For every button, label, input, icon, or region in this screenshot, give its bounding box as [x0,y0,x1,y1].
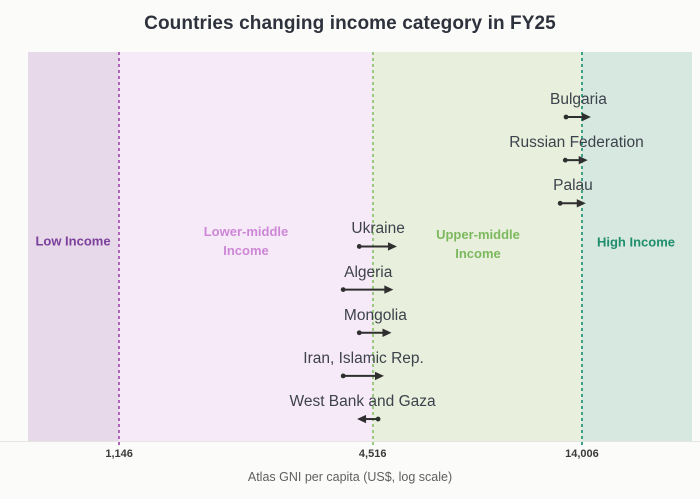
band-lower-middle-income [119,52,373,441]
arrow-head-icon [357,414,367,424]
x-tick-label: 14,006 [565,448,599,460]
band-high-income [581,52,692,441]
arrow-origin-dot [562,157,568,163]
x-axis-line [0,441,700,442]
country-label-ukraine: Ukraine [351,220,405,238]
band-label-line: Income [455,246,501,261]
x-tick-label: 4,516 [358,448,387,460]
x-tick-label: 1,146 [105,448,133,460]
threshold-line-14006 [580,52,583,446]
arrow-origin-dot [557,200,563,206]
band-label-upper-middle-income: Upper-middle Income [436,226,520,264]
movement-arrow-russian-federation [562,155,588,165]
arrow-head-icon [374,371,384,381]
arrow-head-icon [581,112,591,122]
band-label-lower-middle-income: Lower-middle Income [204,223,289,261]
band-label-low-income: Low Income [35,233,110,252]
movement-arrow-ukraine [356,242,397,251]
country-label-algeria: Algeria [344,263,393,281]
band-label-high-income: High Income [597,234,675,253]
band-label-line: High Income [596,234,676,250]
movement-arrow-algeria [340,285,394,294]
country-label-mongolia: Mongolia [343,306,407,324]
movement-arrow-mongolia [356,328,392,337]
country-label-iran-islamic-rep: Iran, Islamic Rep. [303,349,424,367]
band-label-line: Upper-middle [436,227,520,243]
movement-arrow-west-bank-and-gaza [357,414,381,424]
movement-arrow-palau [557,199,586,208]
threshold-line-1146 [118,52,121,446]
threshold-line-4516 [371,52,374,446]
band-label-line: Income [223,243,269,258]
arrow-head-icon [576,199,586,208]
band-low-income [28,52,120,441]
arrow-head-icon [384,285,394,294]
band-upper-middle-income [372,52,582,441]
country-label-west-bank-and-gaza: West Bank and Gaza [289,393,436,411]
arrow-head-icon [578,155,588,165]
band-label-line: Low Income [35,233,111,249]
movement-arrow-iran-islamic-rep [340,371,384,381]
arrow-head-icon [387,242,397,251]
country-label-bulgaria: Bulgaria [550,91,607,108]
chart-title: Countries changing income category in FY… [144,13,556,34]
movement-arrow-bulgaria [563,112,591,122]
country-label-palau: Palau [553,177,593,195]
country-label-russian-federation: Russian Federation [509,134,644,152]
band-label-line: Lower-middle [203,224,289,240]
arrow-head-icon [382,328,392,337]
x-axis-title: Atlas GNI per capita (US$, log scale) [247,470,453,484]
